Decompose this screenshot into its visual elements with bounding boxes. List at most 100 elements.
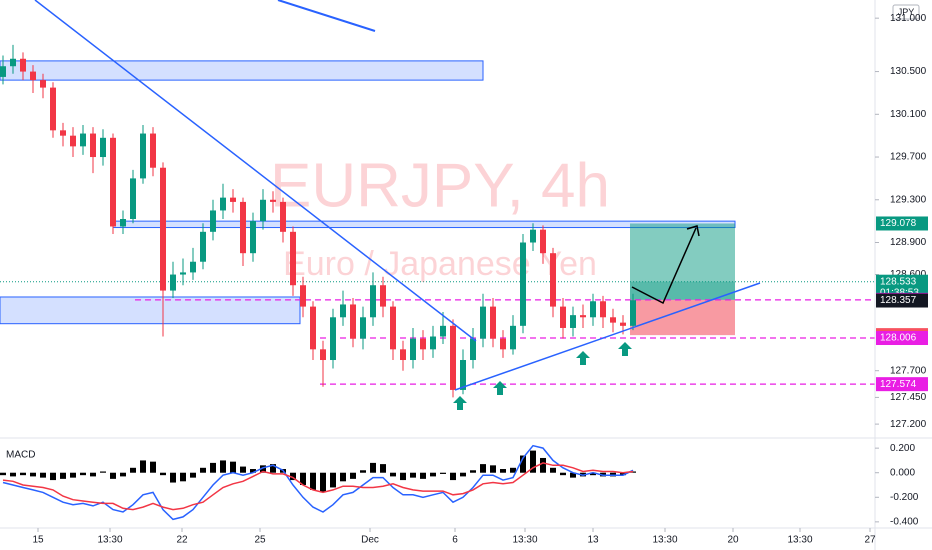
- candle-body: [590, 301, 596, 318]
- y-tick-label: 129.700: [890, 152, 927, 163]
- candle-body: [30, 71, 36, 81]
- candle-body: [300, 285, 306, 307]
- macd-bar: [70, 472, 76, 478]
- up-arrow: [493, 381, 507, 395]
- macd-bar: [220, 460, 226, 473]
- up-arrow: [453, 396, 467, 410]
- macd-tick-label: -0.200: [890, 492, 919, 503]
- candle-body: [60, 130, 66, 136]
- x-tick-label: 22: [176, 535, 188, 546]
- candle-body: [380, 285, 386, 307]
- macd-bar: [440, 472, 446, 474]
- y-tick-label: 127.700: [890, 365, 927, 376]
- drawing-layer: [34, 0, 761, 410]
- candle-body: [410, 338, 416, 361]
- x-tick-label: 13:30: [652, 535, 677, 546]
- candle-body: [580, 315, 586, 318]
- candle-body: [210, 210, 216, 232]
- macd-bar: [540, 457, 546, 473]
- candle-body: [0, 66, 6, 77]
- trend-line: [277, 0, 376, 32]
- indicator-label: MACD: [6, 450, 35, 461]
- background-layer: [0, 60, 875, 385]
- candle-body: [200, 231, 206, 262]
- price-label-box: [876, 377, 928, 392]
- open-profit: [630, 281, 735, 300]
- y-tick-label: 127.200: [890, 419, 927, 430]
- macd-bar: [100, 471, 106, 473]
- candle-body: [420, 338, 426, 350]
- macd-tick-label: -0.400: [890, 516, 919, 527]
- up-arrow: [576, 351, 590, 365]
- macd-bar: [20, 472, 26, 476]
- candle-body: [20, 58, 26, 72]
- price-label-box: [876, 216, 928, 231]
- currency-box: [892, 4, 920, 20]
- candle-body: [160, 167, 166, 291]
- candle-body: [260, 199, 266, 222]
- buy-arrows: [453, 342, 632, 410]
- y-tick-label: 130.100: [890, 109, 927, 120]
- macd-bar: [140, 460, 146, 473]
- x-tick-label: 13:30: [97, 535, 122, 546]
- candle-body: [280, 201, 286, 232]
- candle-body: [290, 231, 296, 286]
- candle-body: [360, 317, 366, 339]
- currency-label: JPY: [898, 7, 915, 17]
- macd-bar: [300, 472, 306, 485]
- macd-bar: [260, 465, 266, 473]
- macd-line: [2, 462, 634, 511]
- candle-body: [510, 325, 516, 350]
- countdown: 01:38:53: [880, 287, 919, 298]
- macd-bar: [390, 472, 396, 477]
- macd-bar: [620, 472, 626, 476]
- candle-body: [440, 325, 446, 337]
- candle-body: [400, 349, 406, 361]
- x-tick-label: 13:30: [512, 535, 537, 546]
- candle-body: [270, 199, 276, 202]
- x-tick-label: 15: [32, 535, 44, 546]
- trend-line: [34, 0, 477, 342]
- trend-line: [454, 282, 761, 391]
- candle-body: [340, 304, 346, 318]
- macd-bar: [80, 472, 86, 476]
- candle-body: [50, 87, 56, 131]
- macd-bar: [460, 472, 466, 477]
- candle-body: [100, 137, 106, 158]
- zone: [0, 296, 301, 325]
- macd-bar: [250, 469, 256, 473]
- candle-body: [130, 178, 136, 219]
- arrow-head: [686, 225, 700, 237]
- macd-line: [2, 444, 634, 521]
- macd-tick-label: 0.000: [890, 467, 915, 478]
- macd-bar: [550, 467, 556, 473]
- macd-bar: [400, 472, 406, 481]
- macd-bar: [510, 467, 516, 473]
- y-tick-label: 127.450: [890, 392, 927, 403]
- candle-body: [430, 336, 436, 350]
- candle-body: [10, 58, 16, 67]
- candle-body: [70, 135, 76, 147]
- up-arrow: [618, 342, 632, 356]
- x-tick-label: 13:30: [787, 535, 812, 546]
- watermark-title: EURJPY, 4h: [270, 151, 610, 220]
- macd-bar: [90, 472, 96, 477]
- candle-body: [600, 301, 606, 318]
- macd-bar: [470, 470, 476, 473]
- macd-bar: [10, 472, 16, 477]
- price-label: 128.533: [880, 276, 917, 287]
- candle-body: [500, 338, 506, 350]
- macd-bar: [270, 464, 276, 473]
- macd-bar: [170, 472, 176, 483]
- candle-body: [620, 322, 626, 326]
- price-label-box: [876, 293, 928, 308]
- x-tick-label: 13: [587, 535, 599, 546]
- y-tick-label: 131.000: [890, 13, 927, 24]
- macd-bar: [40, 472, 46, 478]
- candle-body: [530, 229, 536, 243]
- macd-bar: [230, 461, 236, 473]
- candle-body: [240, 201, 246, 254]
- price-label: 128.006: [880, 333, 917, 344]
- profit-zone: [630, 223, 735, 300]
